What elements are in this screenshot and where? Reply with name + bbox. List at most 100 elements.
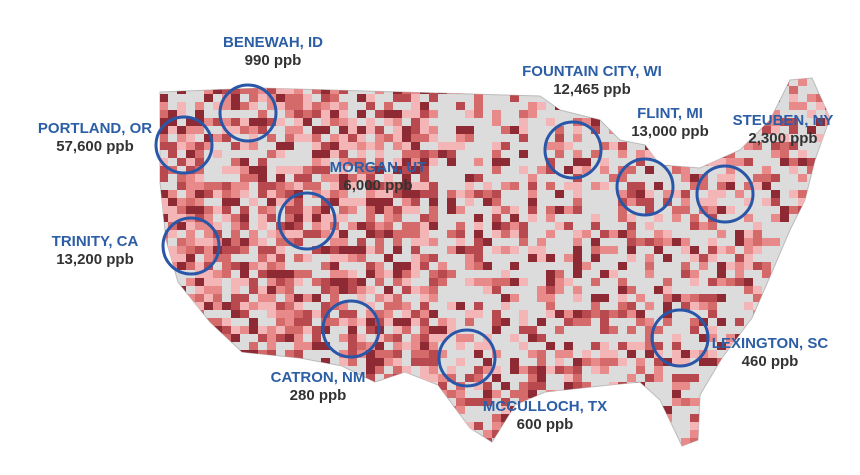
county [474,278,483,286]
county [249,430,258,438]
county [825,174,830,182]
county [312,334,321,342]
county [582,310,591,318]
county [330,174,339,182]
county [609,358,618,366]
county [204,326,213,334]
county [528,374,537,382]
county [528,334,537,342]
county [708,406,717,414]
county [717,270,726,278]
county [366,374,375,382]
county [474,422,483,430]
county [294,438,303,446]
county [231,246,240,254]
county [186,246,195,254]
county [636,190,645,198]
county [825,254,830,262]
county [627,198,636,206]
county [357,254,366,262]
county [249,262,258,270]
county [537,166,546,174]
county [816,366,825,374]
county [654,358,663,366]
county [834,230,843,238]
county [762,374,771,382]
county [654,94,663,102]
county [420,302,429,310]
county [366,182,375,190]
county [276,166,285,174]
county [150,198,159,206]
county [348,198,357,206]
county [384,102,393,110]
county [429,206,438,214]
county [429,94,438,102]
county [222,214,231,222]
county [312,446,321,454]
county [474,190,483,198]
county [429,286,438,294]
county [753,94,762,102]
county [375,278,384,286]
county [663,70,672,78]
county [411,102,420,110]
county [771,94,780,102]
county [276,326,285,334]
county [834,358,843,366]
county [411,414,420,422]
county [753,318,762,326]
county [168,430,177,438]
county [321,278,330,286]
county [393,214,402,222]
county [393,270,402,278]
county [681,78,690,86]
county [267,254,276,262]
county [267,286,276,294]
county [339,334,348,342]
county [483,262,492,270]
county [789,310,798,318]
county [204,358,213,366]
county [330,182,339,190]
county [798,78,807,86]
county [717,158,726,166]
county [573,182,582,190]
county [160,158,168,166]
county [798,422,807,430]
county [303,134,312,142]
county [753,222,762,230]
county [681,262,690,270]
county [519,326,528,334]
county [699,182,708,190]
county [159,70,168,78]
county [465,334,474,342]
county [339,150,348,158]
county [483,430,492,438]
county [303,342,312,350]
county [204,366,213,374]
county [357,198,366,206]
county [429,350,438,358]
county [708,246,717,254]
county [816,430,825,438]
county [474,446,483,454]
county [375,342,384,350]
county [222,270,231,278]
county [672,334,681,342]
county [411,262,420,270]
county [231,230,240,238]
county [339,118,348,126]
county [384,190,393,198]
county [339,358,348,366]
county [258,126,267,134]
county [501,278,510,286]
county [753,230,762,238]
county [717,294,726,302]
county [483,190,492,198]
county [528,214,537,222]
county [438,406,447,414]
county [627,214,636,222]
county [249,102,258,110]
county [600,230,609,238]
